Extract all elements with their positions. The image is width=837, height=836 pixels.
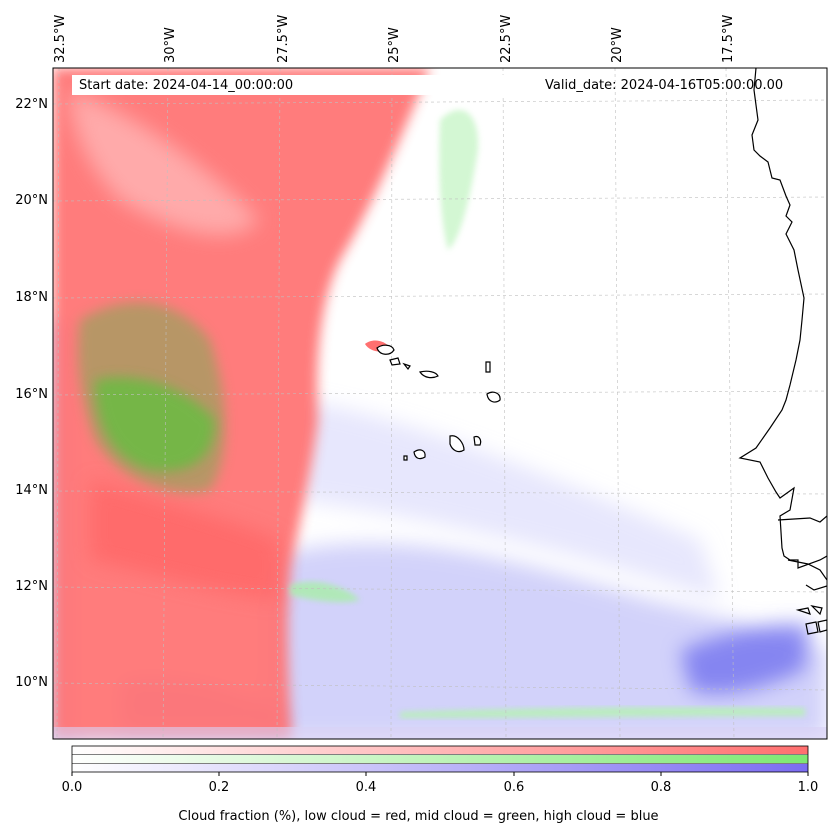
latitude-label: 16°N — [15, 387, 48, 402]
longitude-label: 30°W — [163, 27, 178, 63]
longitude-label: 20°W — [610, 27, 625, 63]
map-frame — [52, 67, 828, 740]
low-cloud-layer — [53, 68, 430, 739]
colorbar-low-cloud — [72, 746, 808, 754]
colorbar-mid-cloud — [72, 755, 808, 763]
latitude-label: 22°N — [15, 97, 48, 112]
colorbar-tick: 0.6 — [503, 780, 525, 795]
colorbar-caption: Cloud fraction (%), low cloud = red, mid… — [178, 809, 659, 824]
longitude-label: 25°W — [387, 27, 402, 63]
colorbar-tick: 0.2 — [208, 780, 230, 795]
start-date-box — [72, 75, 508, 95]
map-gridlines — [53, 68, 827, 739]
colorbar-high-cloud — [72, 764, 808, 772]
africa-coastline — [738, 68, 827, 635]
latitude-label: 12°N — [15, 579, 48, 594]
latitude-label: 20°N — [15, 193, 48, 208]
latitude-label: 18°N — [15, 290, 48, 305]
cape-verde-islands — [376, 344, 501, 461]
longitude-label: 32.5°W — [53, 14, 68, 63]
colorbar — [71, 745, 809, 776]
latitude-label: 14°N — [15, 483, 48, 498]
colorbar-tick: 0.4 — [355, 780, 377, 795]
mid-cloud-layer — [78, 110, 805, 718]
map-plot-area — [53, 68, 827, 739]
longitude-label: 22.5°W — [499, 14, 514, 63]
colorbar-tick: 1.0 — [797, 780, 819, 795]
longitude-label: 27.5°W — [276, 14, 291, 63]
colorbar-tick: 0.8 — [650, 780, 672, 795]
valid-date-label: Valid_date: 2024-04-16T05:00:00.00 — [545, 78, 784, 93]
latitude-label: 10°N — [15, 675, 48, 690]
colorbar-tick: 0.0 — [61, 780, 83, 795]
longitude-label: 17.5°W — [721, 14, 736, 63]
start-date-label: Start date: 2024-04-14_00:00:00 — [79, 78, 294, 93]
